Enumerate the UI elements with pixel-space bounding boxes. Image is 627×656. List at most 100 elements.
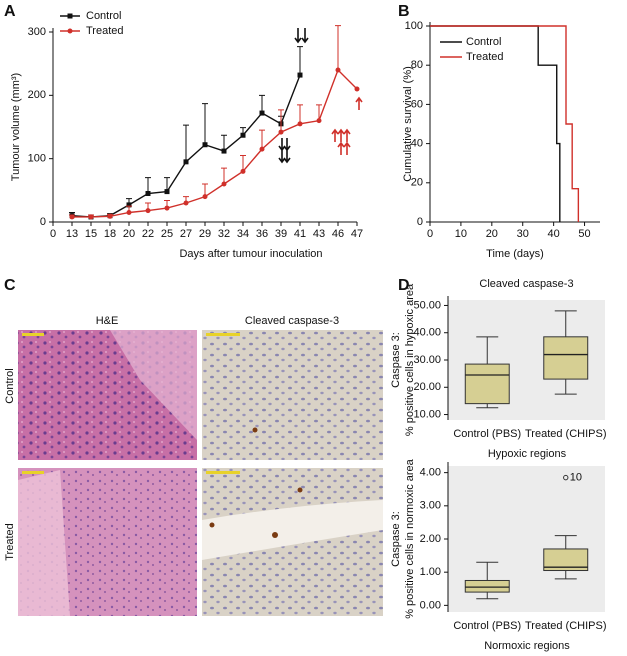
error-bar — [202, 103, 208, 145]
y-tick-label: 4.00 — [420, 467, 441, 479]
x-tick-label: 43 — [313, 228, 325, 240]
x-tick-label: 18 — [104, 228, 116, 240]
error-bar — [335, 25, 341, 70]
legend-marker — [67, 13, 73, 19]
micrograph-region — [110, 330, 197, 440]
error-bar — [316, 104, 322, 121]
error-bar — [240, 155, 246, 172]
x-tick-label: 10 — [455, 228, 467, 240]
outlier — [563, 474, 569, 481]
data-point — [221, 148, 227, 154]
scale-bar — [22, 333, 44, 336]
data-point — [202, 194, 208, 200]
data-point — [316, 118, 322, 124]
legend-label: Control — [466, 36, 501, 48]
box — [543, 548, 589, 572]
y-tick-label: 80 — [411, 59, 423, 71]
legend-label: Control — [86, 10, 121, 22]
scale-bar — [206, 333, 240, 336]
x-tick-label: 30 — [517, 228, 529, 240]
column-label: H&E — [96, 315, 119, 327]
x-tick-label: 41 — [294, 228, 306, 240]
data-point — [297, 72, 303, 78]
arrow — [355, 96, 363, 110]
data-point — [126, 202, 132, 208]
data-point — [145, 208, 151, 214]
error-bar — [221, 134, 227, 152]
arrow — [294, 28, 309, 44]
panel-label: B — [398, 3, 410, 20]
x-tick-label: Treated (CHIPS) — [525, 428, 607, 440]
error-bar — [259, 94, 265, 114]
y-tick-label: 2.00 — [420, 533, 441, 545]
x-tick-label: 32 — [218, 228, 230, 240]
data-point — [164, 189, 170, 195]
x-tick-label: 39 — [275, 228, 287, 240]
y-tick-label: 20 — [411, 177, 423, 189]
x-tick-label: 50 — [578, 228, 590, 240]
x-tick-label: 20 — [486, 228, 498, 240]
y-axis-label: Tumour volume (mm³) — [10, 73, 22, 181]
y-axis-label: Caspase 3: — [390, 332, 402, 388]
x-tick-label: 36 — [256, 228, 268, 240]
data-point — [354, 86, 360, 92]
stained-cell — [209, 522, 215, 528]
arrow — [331, 128, 351, 155]
row-label: Control — [4, 368, 16, 403]
data-point — [221, 181, 227, 187]
legend-label: Treated — [86, 25, 124, 37]
data-point — [69, 214, 75, 220]
panel-label: D — [398, 277, 410, 294]
outlier-label: 10 — [570, 472, 582, 484]
x-tick-label: 25 — [161, 228, 173, 240]
data-point — [183, 159, 189, 165]
legend-marker — [67, 28, 73, 34]
data-point — [297, 121, 303, 127]
x-tick-label: 29 — [199, 228, 211, 240]
micrograph — [202, 330, 383, 460]
y-axis-label: % positive cells in normoxic area — [404, 458, 416, 618]
error-bar — [145, 177, 151, 194]
data-point — [107, 213, 113, 219]
y-axis-label: Cumulative survival (%) — [402, 66, 414, 182]
x-tick-label: 47 — [351, 228, 363, 240]
data-point — [259, 146, 265, 152]
y-tick-label: 10.00 — [413, 408, 441, 420]
x-tick-label: 13 — [66, 228, 78, 240]
y-tick-label: 100 — [405, 20, 423, 32]
column-label: Cleaved caspase-3 — [245, 315, 339, 327]
data-point — [335, 67, 341, 73]
data-point — [164, 205, 170, 211]
panel-c: C H&E Cleaved caspase-3 Control Treated — [4, 277, 383, 616]
y-tick-label: 50.00 — [413, 299, 441, 311]
y-tick-label: 100 — [28, 153, 46, 165]
error-bar — [259, 129, 265, 150]
micrograph-region — [202, 500, 383, 560]
x-tick-label: 15 — [85, 228, 97, 240]
y-axis-label: Caspase 3: — [390, 511, 402, 567]
data-point — [183, 200, 189, 206]
data-point — [259, 110, 265, 116]
y-tick-label: 0.00 — [420, 599, 441, 611]
y-tick-label: 40.00 — [413, 327, 441, 339]
arrows — [278, 28, 363, 164]
panel-label: C — [4, 277, 16, 294]
panel-label: A — [4, 3, 16, 20]
stained-cell — [252, 427, 258, 433]
arrow — [278, 138, 291, 164]
x-tick-label: 27 — [180, 228, 192, 240]
series-line — [72, 68, 358, 218]
x-tick-label: 22 — [142, 228, 154, 240]
error-bar — [297, 46, 303, 76]
error-bar — [278, 109, 284, 133]
x-tick-label: 34 — [237, 228, 249, 240]
y-axis-label: % positive cells in hypoxic area — [404, 283, 416, 436]
y-tick-label: 30.00 — [413, 354, 441, 366]
scale-bar — [206, 471, 240, 474]
y-tick-label: 0 — [417, 216, 423, 228]
box — [464, 363, 510, 405]
data-point — [240, 168, 246, 174]
data-point — [88, 214, 94, 220]
x-tick-label: Control (PBS) — [453, 428, 521, 440]
